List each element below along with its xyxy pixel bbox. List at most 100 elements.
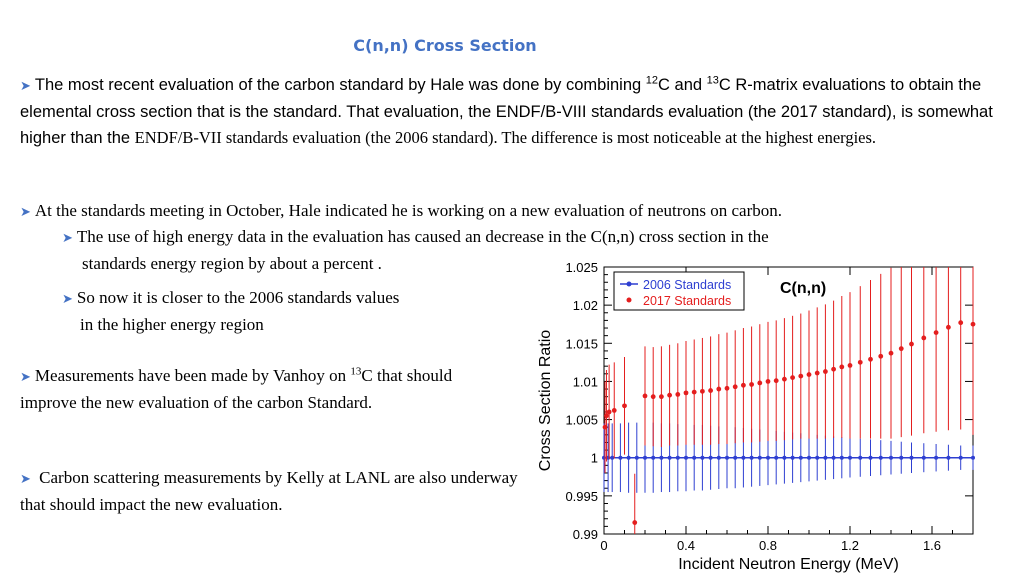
y-tick-label: 1.025 [565, 260, 598, 275]
point-2006 [610, 455, 615, 460]
point-2006 [868, 455, 873, 460]
point-2006 [878, 455, 883, 460]
x-tick-label: 0.8 [759, 538, 777, 553]
bullet-arrow-icon: ➤ [20, 369, 31, 384]
point-2006 [766, 455, 770, 460]
legend-2017-marker [626, 297, 632, 303]
point-2017 [909, 341, 914, 347]
point-2017 [798, 373, 804, 379]
point-2006 [626, 455, 631, 460]
y-tick-label: 1 [591, 451, 598, 466]
point-2006 [667, 455, 672, 460]
legend-2006-label: 2006 Standards [643, 278, 731, 292]
point-2017 [790, 375, 795, 381]
p3-text-a: Measurements have been made by Vanhoy on [34, 366, 351, 385]
p1-sup-12: 12 [645, 74, 659, 87]
point-2017 [921, 335, 927, 341]
point-2017 [741, 382, 746, 388]
point-2017 [757, 380, 763, 386]
bullet-arrow-icon: ➤ [62, 230, 73, 245]
x-tick-label: 1.6 [923, 538, 941, 553]
y-tick-label: 1.015 [565, 336, 598, 351]
point-2006 [675, 455, 680, 460]
x-tick-label: 0 [600, 538, 607, 553]
p1-text-d: ENDF/B-VII standards evaluation (the 200… [134, 128, 877, 147]
point-2006 [815, 455, 820, 460]
point-2017 [839, 364, 845, 370]
point-2017 [659, 394, 664, 400]
point-2006 [618, 455, 623, 460]
point-2006 [716, 455, 721, 460]
point-2006 [749, 455, 754, 460]
y-tick-label: 0.995 [565, 489, 598, 504]
point-2017 [667, 392, 672, 398]
point-2017 [970, 321, 976, 327]
point-2006 [831, 455, 836, 460]
point-2017 [888, 350, 894, 356]
p2b-line2: in the higher energy region [80, 315, 264, 334]
x-tick-label: 1.2 [841, 538, 859, 553]
point-2006 [946, 455, 951, 460]
point-2017 [814, 370, 820, 376]
point-2017 [933, 330, 939, 336]
point-2017 [831, 366, 836, 372]
point-2006 [909, 455, 914, 460]
point-2006 [921, 455, 926, 460]
p1-text-b: C and [658, 76, 707, 94]
y-tick-label: 0.99 [573, 527, 598, 542]
point-2017 [683, 390, 689, 396]
point-2006 [782, 455, 787, 460]
point-2006 [774, 455, 779, 460]
subparagraph-closer-2006: ➤ So now it is closer to the 2006 standar… [62, 285, 522, 338]
point-2006 [798, 455, 803, 460]
point-2006 [741, 455, 746, 460]
point-2006 [858, 455, 863, 460]
point-2006 [790, 455, 795, 460]
point-2017 [773, 378, 779, 384]
point-2017 [700, 388, 705, 394]
p3-sup-13: 13 [350, 365, 362, 378]
point-2017 [958, 320, 964, 326]
paragraph-vanhoy: ➤ Measurements have been made by Vanhoy o… [20, 363, 500, 416]
point-2006 [651, 455, 656, 460]
point-2006 [634, 455, 639, 460]
point-2017 [782, 376, 787, 382]
point-2017 [622, 403, 627, 409]
paragraph-hale-evaluation: ➤ The most recent evaluation of the carbo… [20, 72, 1010, 151]
point-2017 [765, 379, 771, 384]
point-2017 [898, 346, 904, 352]
point-2017 [732, 384, 738, 390]
point-2017 [650, 394, 656, 400]
p2-text: At the standards meeting in October, Hal… [34, 201, 783, 220]
point-2006 [757, 455, 762, 460]
p1-text-a: The most recent evaluation of the carbon… [34, 76, 646, 94]
point-2006 [733, 455, 738, 460]
p3-text-b: C that should improve the new evaluation… [20, 366, 453, 412]
point-2017 [806, 372, 812, 377]
point-2017 [691, 389, 697, 395]
bullet-arrow-icon: ➤ [62, 291, 73, 306]
legend-box [613, 271, 745, 311]
point-2006 [692, 455, 697, 460]
bullet-arrow-icon: ➤ [20, 78, 31, 93]
point-2017 [632, 520, 638, 525]
point-2017 [642, 393, 648, 399]
point-2006 [848, 455, 852, 460]
paragraph-kelly-lanl: ➤ Carbon scattering measurements by Kell… [20, 465, 520, 518]
point-2006 [700, 455, 705, 460]
point-2017 [946, 324, 951, 330]
x-tick-label: 0.4 [677, 538, 695, 553]
point-2006 [659, 455, 664, 460]
point-2017 [878, 353, 884, 359]
y-tick-label: 1.01 [573, 374, 598, 389]
legend-2006-marker [626, 281, 632, 287]
point-2006 [958, 455, 963, 460]
point-2017 [716, 386, 722, 392]
p2a-line2: standards energy region by about a perce… [82, 254, 382, 273]
subparagraph-high-energy-data: ➤ The use of high energy data in the eval… [62, 224, 962, 277]
bullet-arrow-icon: ➤ [20, 204, 31, 219]
point-2017 [675, 391, 681, 397]
point-2017 [857, 359, 863, 365]
point-2017 [724, 385, 730, 391]
point-2006 [934, 455, 939, 460]
